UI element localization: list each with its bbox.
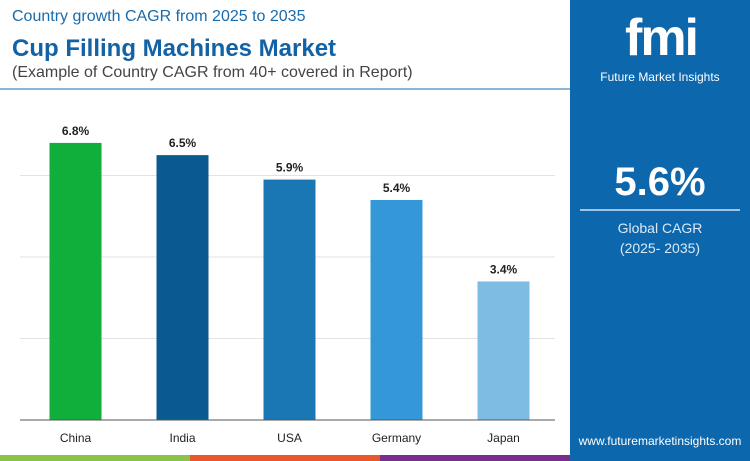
header-divider [0, 88, 570, 90]
bar-china [49, 142, 102, 420]
data-label: 5.4% [383, 181, 411, 195]
data-label: 6.5% [169, 136, 197, 150]
bar-germany [370, 199, 423, 420]
data-label: 3.4% [490, 262, 518, 276]
stripe-green [0, 455, 190, 461]
x-tick-label: China [60, 431, 92, 445]
x-tick-label: USA [277, 431, 302, 445]
brand-name: Future Market Insights [600, 70, 720, 84]
stripe-orange [190, 455, 380, 461]
data-label: 5.9% [276, 161, 304, 175]
global-cagr-value: 5.6% [614, 160, 706, 204]
x-tick-label: Germany [372, 431, 421, 445]
global-cagr-label: Global CAGR (2025- 2035) [570, 218, 750, 258]
bar-usa [263, 179, 316, 420]
chart-note: (Example of Country CAGR from 40+ covere… [12, 64, 413, 81]
global-cagr-text: Global CAGR [617, 220, 703, 236]
x-tick-label: India [169, 431, 195, 445]
global-cagr-period: (2025- 2035) [619, 240, 701, 256]
bar-chart: 6.8% China 6.5% India 5.9% USA 5.4% Germany 3.4%… [20, 124, 555, 445]
data-label: 6.8% [62, 124, 90, 138]
chart-subtitle: Country growth CAGR from 2025 to 2035 [12, 8, 306, 25]
x-tick-label: Japan [487, 431, 520, 445]
chart-title: Cup Filling Machines Market [12, 35, 337, 62]
website-link[interactable]: www.futuremarketinsights.com [578, 434, 742, 448]
bar-japan [477, 281, 530, 420]
summary-divider [580, 209, 740, 211]
fmi-logo: fmi [625, 9, 699, 67]
stripe-purple [380, 455, 570, 461]
bar-india [156, 155, 209, 420]
summary-panel [570, 0, 750, 461]
